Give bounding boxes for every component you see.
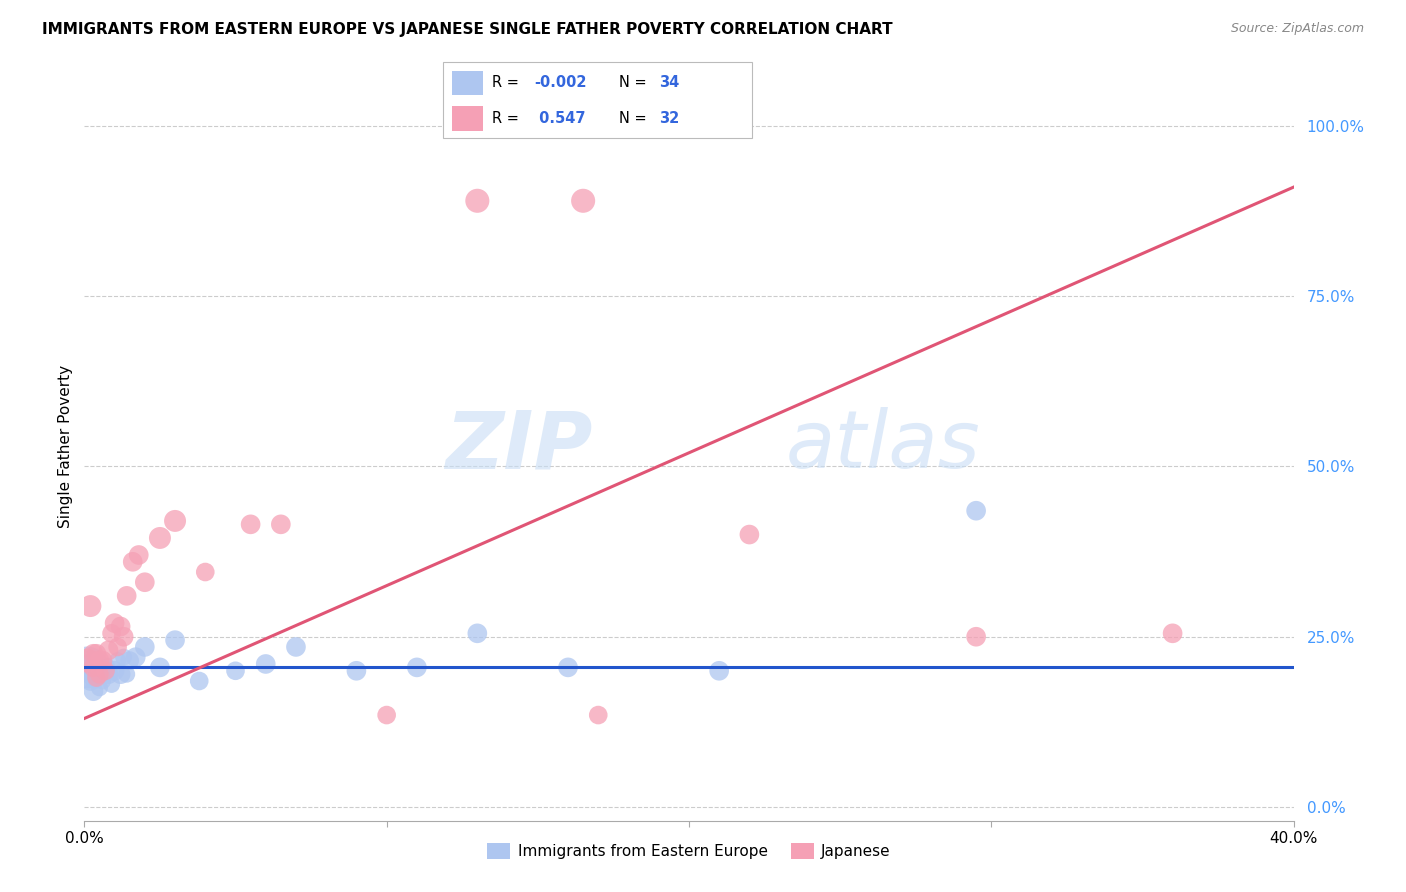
- Text: IMMIGRANTS FROM EASTERN EUROPE VS JAPANESE SINGLE FATHER POVERTY CORRELATION CHA: IMMIGRANTS FROM EASTERN EUROPE VS JAPANE…: [42, 22, 893, 37]
- Point: [94, 664, 117, 678]
- Point: [285, 640, 308, 654]
- Point: [134, 575, 156, 590]
- Point: [91, 673, 114, 688]
- Point: [82, 660, 104, 674]
- Point: [115, 667, 138, 681]
- Point: [110, 667, 132, 681]
- Point: [115, 589, 138, 603]
- Point: [89, 654, 111, 668]
- Point: [1161, 626, 1184, 640]
- Text: Source: ZipAtlas.com: Source: ZipAtlas.com: [1230, 22, 1364, 36]
- Point: [375, 708, 398, 723]
- Text: atlas: atlas: [786, 407, 980, 485]
- Point: [270, 517, 292, 532]
- Point: [91, 654, 114, 668]
- Point: [467, 626, 489, 640]
- Point: [107, 654, 129, 668]
- Point: [112, 650, 135, 665]
- Point: [121, 555, 143, 569]
- Point: [125, 650, 148, 665]
- Point: [104, 616, 127, 631]
- Y-axis label: Single Father Poverty: Single Father Poverty: [58, 365, 73, 527]
- Point: [82, 684, 104, 698]
- Point: [239, 517, 262, 532]
- Point: [965, 504, 987, 518]
- Point: [225, 664, 247, 678]
- Text: 0.547: 0.547: [534, 111, 586, 126]
- Point: [112, 630, 135, 644]
- Point: [149, 531, 172, 545]
- Point: [709, 664, 731, 678]
- Point: [107, 640, 129, 654]
- Point: [165, 633, 187, 648]
- Point: [965, 630, 987, 644]
- Text: ZIP: ZIP: [444, 407, 592, 485]
- Point: [89, 667, 111, 681]
- Point: [467, 194, 489, 208]
- Text: R =: R =: [492, 111, 524, 126]
- Text: N =: N =: [619, 76, 651, 90]
- Point: [79, 599, 101, 613]
- Point: [91, 664, 114, 678]
- Point: [110, 619, 132, 633]
- Text: N =: N =: [619, 111, 651, 126]
- Point: [188, 673, 211, 688]
- Point: [165, 514, 187, 528]
- Point: [94, 660, 117, 674]
- Point: [76, 654, 98, 668]
- Text: 32: 32: [659, 111, 679, 126]
- Text: -0.002: -0.002: [534, 76, 586, 90]
- Point: [89, 667, 111, 681]
- Point: [79, 673, 101, 688]
- Point: [86, 671, 108, 685]
- Point: [738, 527, 761, 541]
- Bar: [453, 106, 484, 130]
- Point: [97, 643, 120, 657]
- Point: [346, 664, 368, 678]
- Point: [406, 660, 429, 674]
- Point: [89, 681, 111, 695]
- Point: [134, 640, 156, 654]
- Point: [104, 664, 127, 678]
- Point: [86, 647, 108, 661]
- Text: 34: 34: [659, 76, 679, 90]
- Point: [572, 194, 595, 208]
- Point: [557, 660, 579, 674]
- Point: [588, 708, 610, 723]
- Point: [128, 548, 150, 562]
- Point: [82, 667, 104, 681]
- Point: [118, 654, 141, 668]
- Point: [254, 657, 277, 671]
- Point: [86, 660, 108, 674]
- Point: [100, 677, 122, 691]
- Text: R =: R =: [492, 76, 524, 90]
- FancyBboxPatch shape: [443, 62, 752, 138]
- Point: [86, 671, 108, 685]
- Point: [76, 660, 98, 674]
- Bar: [453, 70, 484, 95]
- Point: [82, 647, 104, 661]
- Point: [79, 660, 101, 674]
- Legend: Immigrants from Eastern Europe, Japanese: Immigrants from Eastern Europe, Japanese: [481, 838, 897, 865]
- Point: [194, 565, 217, 579]
- Point: [149, 660, 172, 674]
- Point: [97, 667, 120, 681]
- Point: [100, 626, 122, 640]
